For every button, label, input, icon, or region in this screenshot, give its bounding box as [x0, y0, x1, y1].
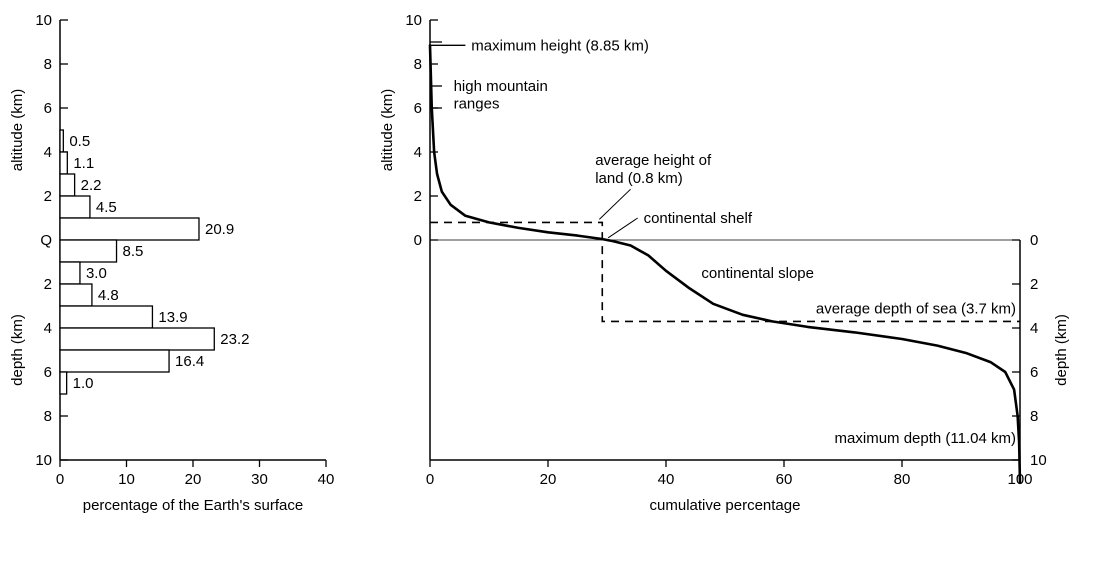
y-axis-bottom-label: depth (km): [9, 314, 26, 386]
y-tick-label-left: 10: [405, 12, 422, 29]
y-tick-label: 6: [44, 364, 52, 381]
bar-value-label: 4.8: [98, 287, 119, 304]
bar: [60, 152, 67, 174]
bar: [60, 284, 92, 306]
x-tick-label: 60: [776, 471, 793, 488]
x-tick-label: 20: [185, 471, 202, 488]
y-tick-label: 4: [44, 320, 52, 337]
y-tick-label: 8: [44, 408, 52, 425]
y-tick-label-right: 6: [1030, 364, 1038, 381]
right-curve-chart: 020406080100cumulative percentage1086420…: [379, 12, 1070, 514]
bar-value-label: 8.5: [123, 243, 144, 260]
x-tick-label: 30: [251, 471, 268, 488]
bar-value-label: 13.9: [158, 309, 187, 326]
y-tick-label-right: 4: [1030, 320, 1038, 337]
y-tick-label-right: 2: [1030, 276, 1038, 293]
x-tick-label: 20: [540, 471, 557, 488]
annotation-high-mountain-2: ranges: [454, 96, 500, 113]
bar-value-label: 16.4: [175, 353, 204, 370]
bar: [60, 306, 152, 328]
bar-value-label: 20.9: [205, 221, 234, 238]
y-tick-label-right: 10: [1030, 452, 1047, 469]
bar-value-label: 3.0: [86, 265, 107, 282]
bar-value-label: 23.2: [220, 331, 249, 348]
bar: [60, 372, 67, 394]
y-tick-label-right: 8: [1030, 408, 1038, 425]
bar-value-label: 1.1: [73, 155, 94, 172]
y-tick-label: Q: [40, 232, 52, 249]
y-axis-top-label: altitude (km): [9, 89, 26, 172]
y-tick-label: 8: [44, 56, 52, 73]
y-tick-label-left: 0: [414, 232, 422, 249]
bar: [60, 262, 80, 284]
y-tick-label-left: 4: [414, 144, 422, 161]
hypsographic-figure: 010203040percentage of the Earth's surfa…: [0, 0, 1100, 561]
y-tick-label: 2: [44, 276, 52, 293]
x-tick-label: 0: [56, 471, 64, 488]
x-tick-label: 0: [426, 471, 434, 488]
bar: [60, 350, 169, 372]
bar: [60, 328, 214, 350]
x-tick-label: 10: [118, 471, 135, 488]
y-tick-label-right: 0: [1030, 232, 1038, 249]
bar: [60, 218, 199, 240]
y-tick-label: 2: [44, 188, 52, 205]
annotation-avg-sea: average depth of sea (3.7 km): [816, 300, 1016, 317]
x-axis-label: cumulative percentage: [650, 497, 801, 514]
bar: [60, 174, 75, 196]
y-axis-left-label: altitude (km): [379, 89, 396, 172]
y-tick-label: 4: [44, 144, 52, 161]
left-bar-chart: 010203040percentage of the Earth's surfa…: [9, 12, 334, 514]
y-tick-label: 6: [44, 100, 52, 117]
bar: [60, 196, 90, 218]
bar: [60, 240, 117, 262]
y-axis-right-label: depth (km): [1053, 314, 1070, 386]
bar: [60, 130, 63, 152]
bar-value-label: 4.5: [96, 199, 117, 216]
y-tick-label: 10: [35, 12, 52, 29]
bar-value-label: 0.5: [69, 133, 90, 150]
y-tick-label-left: 2: [414, 188, 422, 205]
annotation-max-depth: maximum depth (11.04 km): [835, 430, 1016, 447]
annotation-continental-slope: continental slope: [701, 265, 814, 282]
bar-value-label: 1.0: [73, 375, 94, 392]
bar-value-label: 2.2: [81, 177, 102, 194]
y-tick-label-left: 8: [414, 56, 422, 73]
y-tick-label: 10: [35, 452, 52, 469]
x-tick-label: 40: [318, 471, 335, 488]
annotation-avg-land-2: land (0.8 km): [595, 170, 683, 187]
annotation-avg-land-1: average height of: [595, 152, 712, 169]
x-axis-label: percentage of the Earth's surface: [83, 497, 304, 514]
x-tick-label: 80: [894, 471, 911, 488]
annotation-continental-shelf: continental shelf: [644, 210, 753, 227]
annotation-high-mountain-1: high mountain: [454, 78, 548, 95]
x-tick-label: 40: [658, 471, 675, 488]
annotation-max-height: maximum height (8.85 km): [471, 37, 649, 54]
y-tick-label-left: 6: [414, 100, 422, 117]
